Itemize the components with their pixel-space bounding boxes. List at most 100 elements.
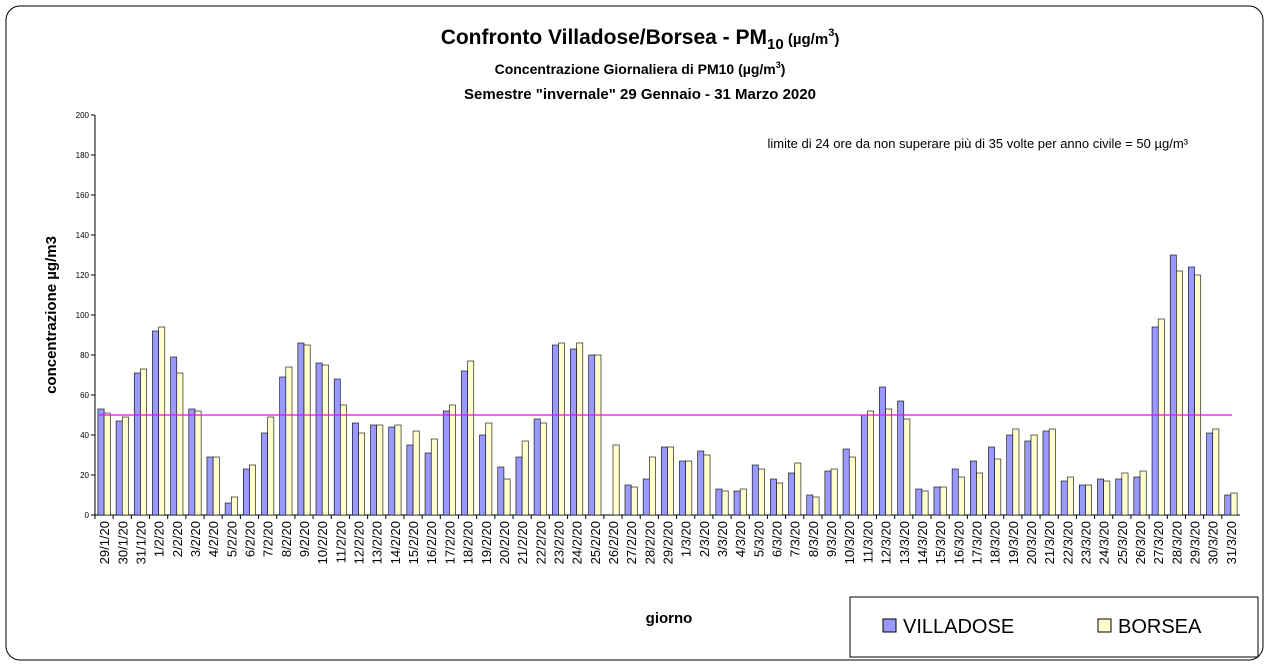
y-tick-label: 20	[80, 471, 89, 480]
bar	[176, 372, 184, 516]
bar	[224, 502, 232, 516]
x-tick-label: 31/3/20	[1224, 521, 1239, 564]
bar	[1012, 428, 1020, 516]
bar	[388, 426, 396, 516]
bar	[969, 460, 977, 516]
y-axis-label: concentrazione µg/m3	[43, 236, 60, 394]
bar	[521, 440, 529, 516]
x-tick-label: 28/3/20	[1169, 521, 1184, 564]
bar	[497, 466, 505, 516]
y-tick-label: 100	[76, 311, 90, 320]
y-tick-label: 160	[76, 191, 90, 200]
bar	[1157, 318, 1165, 516]
bar	[212, 456, 220, 516]
title-part: (µg/m	[784, 31, 828, 48]
bar	[1188, 266, 1195, 516]
bar	[249, 464, 256, 516]
x-tick-label: 13/3/20	[897, 521, 912, 564]
x-tick-label: 29/2/20	[661, 521, 676, 564]
bar	[97, 408, 105, 516]
bar	[1079, 484, 1086, 516]
y-tick-label: 60	[80, 391, 89, 400]
x-tick-label: 12/3/20	[879, 521, 894, 564]
bar	[739, 488, 747, 516]
bar	[751, 464, 759, 516]
x-tick-label: 19/2/20	[479, 521, 494, 564]
bar	[188, 408, 196, 516]
legend-label: BORSEA	[1118, 616, 1202, 638]
bar	[642, 478, 650, 516]
bar	[333, 378, 341, 516]
bar	[121, 416, 129, 516]
bar	[594, 354, 602, 516]
x-tick-label: 24/3/20	[1097, 521, 1112, 564]
x-tick-label: 26/2/20	[606, 521, 621, 564]
x-tick-label: 12/2/20	[352, 521, 367, 564]
bar	[630, 486, 638, 516]
bar	[267, 416, 275, 516]
x-tick-label: 9/2/20	[297, 521, 312, 557]
x-tick-label: 20/3/20	[1024, 521, 1039, 564]
x-tick-label: 1/3/20	[679, 521, 694, 557]
subtitle-part: Concentrazione Giornaliera di PM10 (µg/m	[495, 61, 776, 77]
bar	[860, 414, 868, 516]
bar	[558, 342, 565, 516]
bar	[988, 446, 995, 516]
x-tick-label: 25/2/20	[588, 521, 603, 564]
bar	[485, 422, 493, 516]
x-tick-label: 29/1/20	[97, 521, 112, 564]
bar	[297, 342, 305, 516]
title-part: 3	[828, 27, 834, 39]
bar	[703, 454, 711, 516]
bar	[424, 452, 432, 516]
bar	[303, 344, 311, 516]
x-tick-label: 31/1/20	[133, 521, 148, 564]
bar	[430, 438, 438, 516]
x-tick-label: 13/2/20	[370, 521, 385, 564]
bar	[824, 470, 832, 516]
legend-label: VILLADOSE	[903, 616, 1014, 638]
bar	[1212, 428, 1220, 516]
bar	[624, 484, 632, 516]
x-tick-label: 19/3/20	[1006, 521, 1021, 564]
bar	[503, 478, 511, 516]
bar	[649, 456, 656, 516]
y-tick-label: 120	[76, 271, 90, 280]
bar	[1024, 440, 1032, 516]
bar	[1176, 270, 1183, 516]
title-part: 10	[767, 36, 784, 53]
bar	[358, 432, 366, 516]
bar	[1085, 484, 1092, 516]
x-tick-label: 4/2/20	[206, 521, 221, 557]
bar	[1030, 434, 1038, 516]
bar	[1121, 472, 1129, 516]
chart-subtitle: Concentrazione Giornaliera di PM10 (µg/m…	[495, 60, 786, 77]
bar	[903, 418, 911, 516]
x-tick-label: 27/3/20	[1151, 521, 1166, 564]
x-tick-label: 10/2/20	[315, 521, 330, 564]
x-tick-label: 8/3/20	[806, 521, 821, 557]
x-tick-label: 14/2/20	[388, 521, 403, 564]
bar	[1097, 478, 1104, 516]
bar	[776, 482, 784, 516]
y-tick-label: 0	[85, 511, 90, 520]
y-tick-label: 180	[76, 151, 90, 160]
chart-title: Confronto Villadose/Borsea - PM10 (µg/m3…	[441, 26, 840, 53]
bar	[1133, 476, 1141, 516]
bar	[1169, 254, 1177, 516]
x-tick-label: 3/2/20	[188, 521, 203, 557]
bar	[103, 412, 111, 516]
bar	[897, 400, 905, 516]
bar	[1048, 428, 1056, 516]
y-tick-label: 140	[76, 231, 90, 240]
bar	[539, 422, 547, 516]
bar	[370, 424, 378, 516]
subtitle-part: )	[781, 61, 786, 77]
bar	[758, 468, 765, 516]
bar	[261, 432, 268, 516]
x-tick-label: 23/2/20	[551, 521, 566, 564]
bar	[721, 490, 729, 516]
bar	[915, 488, 923, 516]
y-tick-label: 80	[80, 351, 89, 360]
